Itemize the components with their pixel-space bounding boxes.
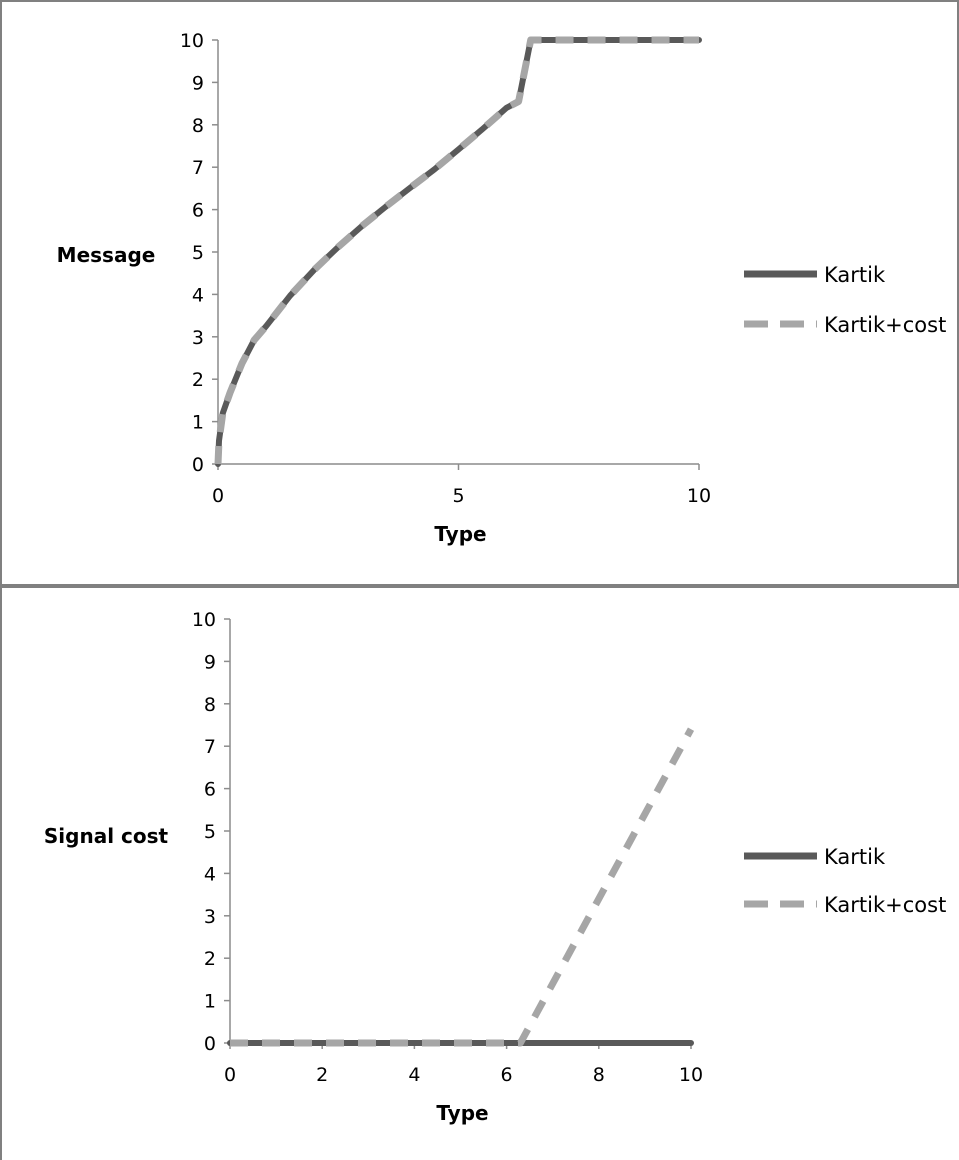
x-tick-label: 0 [224,1064,236,1086]
y-tick-label: 0 [204,1033,216,1055]
x-tick-label: 2 [316,1064,328,1086]
series-line-kartik-cost [230,727,695,1047]
y-tick-label: 6 [204,779,216,801]
y-tick-label: 8 [192,115,204,137]
y-tick-label: 1 [204,991,216,1013]
x-tick-label: 10 [687,485,711,507]
y-tick-label: 0 [192,454,204,476]
chart-panel-message: 0 1 2 3 4 5 6 7 8 9 10 0 5 10 Type Message Kartik Kartik+… [0,0,959,586]
y-tick-label: 9 [192,72,204,94]
y-tick-label: 6 [192,200,204,222]
message-chart: 0 1 2 3 4 5 6 7 8 9 10 0 5 10 Type Message Kartik Kartik+… [57,30,947,546]
series-line-kartik [215,37,702,467]
y-tick-label: 7 [204,736,216,758]
y-tick-label: 3 [204,906,216,928]
x-tick-label: 5 [452,485,464,507]
y-tick-label: 5 [192,242,204,264]
x-tick-label: 10 [679,1064,703,1086]
legend-label: Kartik+cost [824,313,946,337]
x-axis-title: Type [434,522,486,546]
x-tick-label: 6 [501,1064,513,1086]
chart-panel-signal-cost: 0 1 2 3 4 5 6 7 8 9 10 0 2 4 6 8 10 Type Signal cost Kartik… [0,586,959,1160]
y-tick-label: 5 [204,821,216,843]
y-tick-label: 9 [204,651,216,673]
y-tick-label: 1 [192,412,204,434]
x-axis-title: Type [436,1101,488,1125]
y-tick-label: 10 [192,609,216,631]
x-tick-label: 0 [212,485,224,507]
legend-label: Kartik [824,845,886,869]
y-axis-title: Message [57,243,156,267]
y-tick-label: 4 [192,284,204,306]
y-axis-title: Signal cost [44,824,169,848]
y-tick-label: 2 [192,369,204,391]
y-tick-label: 7 [192,157,204,179]
legend-label: Kartik+cost [824,893,946,917]
x-tick-label: 8 [593,1064,605,1086]
y-tick-label: 4 [204,863,216,885]
y-tick-label: 10 [180,30,204,52]
y-tick-label: 8 [204,694,216,716]
y-tick-label: 2 [204,948,216,970]
y-tick-label: 3 [192,327,204,349]
series-line-kartik-cost [214,36,699,465]
panel-divider [0,584,959,588]
x-tick-label: 4 [408,1064,420,1086]
signal-cost-chart: 0 1 2 3 4 5 6 7 8 9 10 0 2 4 6 8 10 Type Signal cost Kartik… [44,609,946,1125]
legend-label: Kartik [824,263,886,287]
